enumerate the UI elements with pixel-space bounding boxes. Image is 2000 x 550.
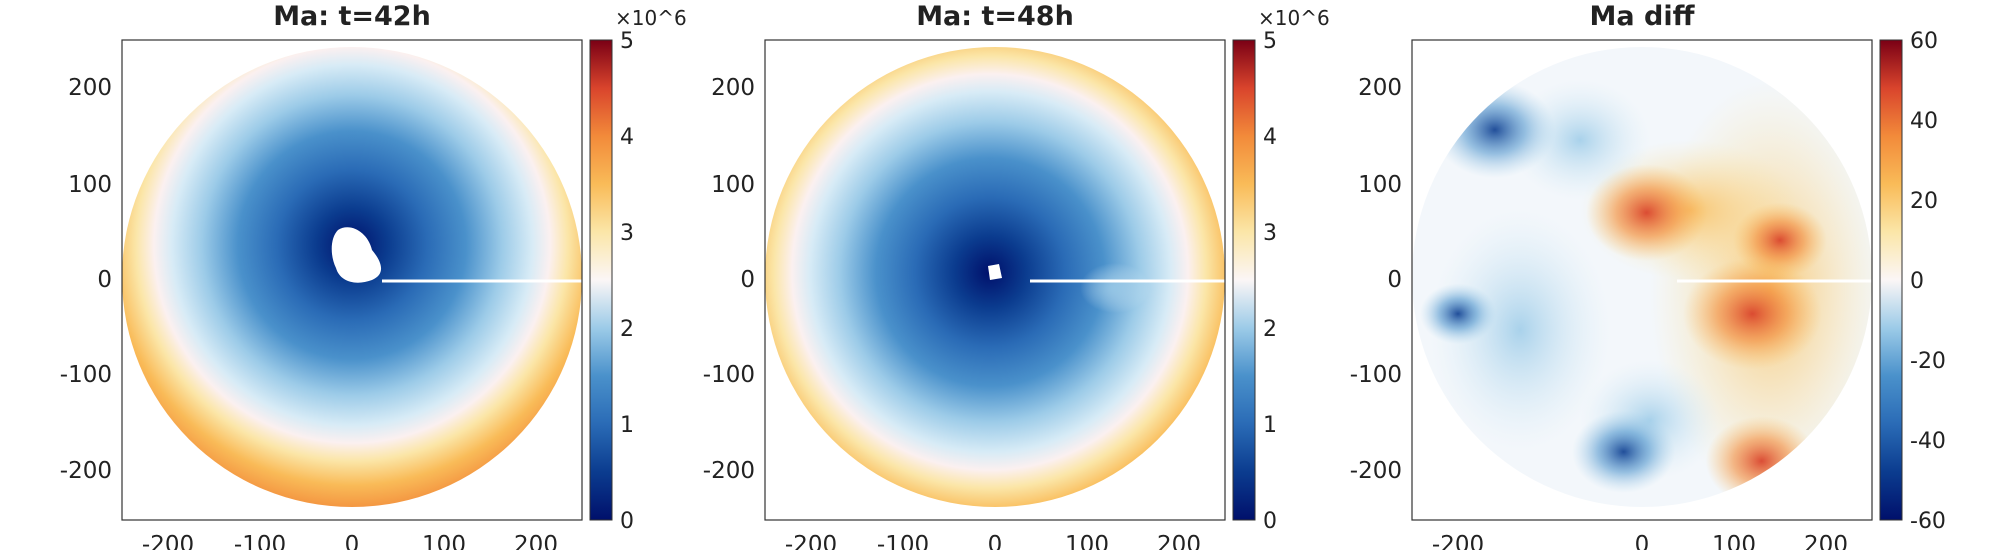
panel-1-colorbar: ×10^6 0 1 2 3 4 5 [589,6,687,534]
panel-2-xtick: -100 [877,532,929,550]
panel-3-negative-hotspot [1572,410,1676,493]
panel-2-title: Ma: t=48h [916,1,1074,32]
panel-1-ytick: 100 [68,172,112,198]
panel-3-negative-hotspot [1420,283,1496,345]
panel-1-colorbar-tick: 1 [620,413,634,438]
panel-3-heatmap [1412,47,1872,507]
panel-2-patch [1080,263,1150,313]
panel-2-colorbar-tick: 1 [1263,413,1277,438]
panel-1-colorbar-tick: 4 [620,125,634,150]
panel-1-xtick: -200 [142,532,194,550]
panel-1-colorbar-tick: 3 [620,221,634,246]
panel-2-heatmap [765,47,1225,507]
panel-1-missing-region [331,227,382,283]
panel-2-ytick: 200 [711,75,755,101]
panel-1-xtick: 0 [345,532,360,550]
panel-3-yticks: 200 100 0 -100 -200 [1350,75,1402,484]
panel-2-ytick: -100 [703,362,755,388]
panel-3-ytick: -100 [1350,362,1402,388]
panel-3-colorbar-tick: -40 [1910,429,1946,454]
panel-3-positive-hotspot [1586,164,1708,261]
panel-2-colorbar-tick: 4 [1263,125,1277,150]
panel-2-xtick: 100 [1065,532,1109,550]
panel-1-ytick: -100 [60,362,112,388]
panel-3-patch [1430,210,1610,450]
panel-2-colorbar-tick: 2 [1263,317,1277,342]
panel-2-ytick: -200 [703,458,755,484]
panel-1-ytick: -200 [60,458,112,484]
panel-3-ytick: 100 [1358,172,1402,198]
panel-1-heatmap [122,47,582,507]
panel-3: Ma diff -200 0 100 200 200 100 0 -100 -2… [1350,1,1946,550]
panel-3-axes [1411,39,1873,521]
panel-2-colorbar-multiplier: ×10^6 [1258,6,1330,30]
panel-3-colorbar-tick: 0 [1910,269,1924,294]
panel-3-positive-hotspot [1682,258,1822,370]
panel-2-xtick: -200 [785,532,837,550]
panel-3-positive-hotspot [1705,416,1818,506]
panel-3-xticks: -200 0 100 200 [1432,532,1848,550]
panel-3-title: Ma diff [1590,1,1696,32]
panel-2-xtick: 200 [1157,532,1201,550]
panel-3-colorbar-tick: 60 [1910,29,1938,54]
panel-2: Ma: t=48h -200 -100 0 100 200 200 100 0 … [703,1,1330,550]
panel-3-colorbar: 60 40 20 0 -20 -40 -60 [1879,29,1946,534]
panel-1-colorbar-tick: 0 [620,509,634,534]
panel-2-colorbar-tick: 3 [1263,221,1277,246]
panel-2-colorbar: ×10^6 0 1 2 3 4 5 [1232,6,1330,534]
panel-1-xtick: -100 [234,532,286,550]
panel-3-xtick: 100 [1712,532,1756,550]
panel-2-colorbar-bar [1232,39,1256,521]
panel-2-colorbar-tick: 5 [1263,29,1277,54]
panel-1-xtick: 100 [422,532,466,550]
panel-3-ytick: 200 [1358,75,1402,101]
panel-3-ytick: -200 [1350,458,1402,484]
panel-1: Ma: t=42h -200 -100 0 100 200 200 100 0 … [60,1,687,550]
panel-1-axes [121,39,583,521]
panel-3-ytick: 0 [1387,267,1402,293]
panel-1-title: Ma: t=42h [273,1,431,32]
panel-3-colorbar-tick: 40 [1910,109,1938,134]
panel-1-ytick: 0 [97,267,112,293]
panel-2-xticks: -200 -100 0 100 200 [785,532,1201,550]
panel-2-colorbar-tick: 0 [1263,509,1277,534]
panel-3-negative-hotspot [1434,81,1556,179]
panel-3-colorbar-tick: 20 [1910,189,1938,214]
panel-2-missing-region [988,264,1002,280]
panel-3-xtick: -200 [1432,532,1484,550]
panel-1-colorbar-multiplier: ×10^6 [615,6,687,30]
panel-3-xtick: 0 [1635,532,1650,550]
panel-3-positive-hotspot [1733,202,1827,278]
panel-1-ytick: 200 [68,75,112,101]
panel-3-colorbar-tick: -20 [1910,349,1946,374]
panel-2-axes [764,39,1226,521]
panel-2-yticks: 200 100 0 -100 -200 [703,75,755,484]
panel-2-ytick: 0 [740,267,755,293]
panel-1-xtick: 200 [514,532,558,550]
panel-3-colorbar-tick: -60 [1910,509,1946,534]
panel-1-colorbar-bar [589,39,613,521]
panel-1-yticks: 200 100 0 -100 -200 [60,75,112,484]
panel-3-colorbar-bar [1879,39,1903,521]
panel-1-colorbar-tick: 2 [620,317,634,342]
panel-2-xtick: 0 [988,532,1003,550]
panel-2-ytick: 100 [711,172,755,198]
panel-1-xticks: -200 -100 0 100 200 [142,532,558,550]
panel-1-colorbar-tick: 5 [620,29,634,54]
panel-3-xtick: 200 [1804,532,1848,550]
